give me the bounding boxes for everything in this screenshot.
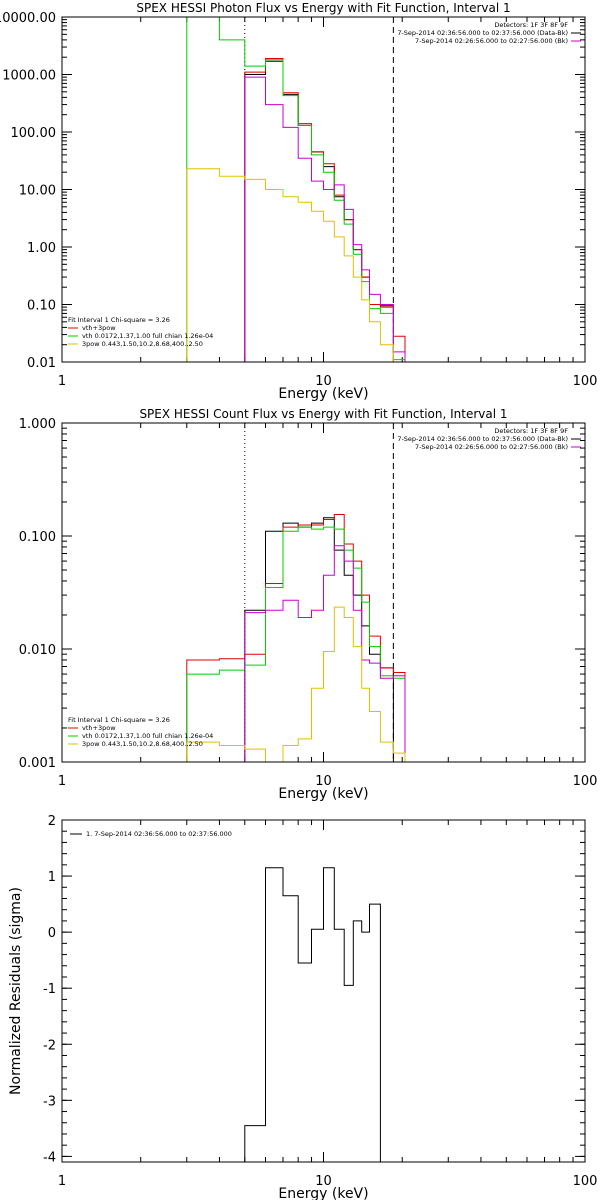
y-tick-label: 0.100 <box>19 530 56 545</box>
legend-label: 1. 7-Sep-2014 02:36:56.000 to 02:37:56.0… <box>86 830 232 838</box>
series-1-histogram <box>244 60 394 362</box>
x-tick-label: 100 <box>573 1174 598 1189</box>
series-group <box>244 867 381 1162</box>
series-group <box>186 514 406 762</box>
y-tick-label: 100.00 <box>11 126 57 141</box>
legend-label: vth 0.0172,1.37,1.00 full chian 1.26e-04 <box>82 732 213 740</box>
y-tick-label: 0.01 <box>27 356 56 371</box>
legend-label: 3pow 0.443,1.50,10.2,8.68,400.,2.50 <box>82 340 203 348</box>
y-tick-label: -3 <box>43 1094 56 1109</box>
y-tick-label: 2 <box>48 814 56 829</box>
info-text: Detectors: 1F 3F 8F 9F <box>494 427 568 435</box>
x-tick-label: 10 <box>315 374 332 389</box>
legend-label: vth+3pow <box>82 724 116 732</box>
info-text: 7-Sep-2014 02:26:56.000 to 02:27:56.000 … <box>415 443 568 451</box>
series-1-histogram <box>244 517 394 762</box>
info-text: Detectors: 1F 3F 8F 9F <box>494 21 568 29</box>
y-tick-label: 0.10 <box>27 299 56 314</box>
y-axis-label: Normalized Residuals (sigma) <box>8 887 24 1095</box>
series-5-histogram <box>186 168 406 362</box>
x-tick-label: 10 <box>315 1174 332 1189</box>
series-4-histogram <box>244 76 406 362</box>
x-axis-label: Energy (keV) <box>278 1186 368 1200</box>
legend-label: vth+3pow <box>82 324 116 332</box>
legend-title: Fit Interval 1 Chi-square = 3.26 <box>68 716 170 724</box>
series-3-histogram <box>186 17 406 362</box>
info-text: 7-Sep-2014 02:26:56.000 to 02:27:56.000 … <box>415 37 568 45</box>
y-tick-label: -1 <box>43 982 56 997</box>
y-tick-label: 1.00 <box>27 241 56 256</box>
x-axis-label: Energy (keV) <box>278 386 368 402</box>
y-tick-label: -2 <box>43 1038 56 1053</box>
y-tick-label: 10000.00 <box>0 11 56 26</box>
series-1-histogram <box>244 867 381 1162</box>
info-text: 7-Sep-2014 02:36:56.000 to 02:37:56.000 … <box>397 435 568 443</box>
info-text: 7-Sep-2014 02:36:56.000 to 02:37:56.000 … <box>397 29 568 37</box>
plot-frame <box>61 819 586 1163</box>
x-tick-label: 100 <box>573 774 598 789</box>
y-tick-label: 1 <box>48 870 56 885</box>
chart-panel-2: SPEX HESSI Count Flux vs Energy with Fit… <box>19 407 598 802</box>
y-tick-label: 0.001 <box>19 756 56 771</box>
y-tick-label: 1000.00 <box>2 69 56 84</box>
x-tick-label: 1 <box>58 1174 66 1189</box>
x-axis-label: Energy (keV) <box>278 786 368 802</box>
plot-frame <box>61 422 586 763</box>
legend-label: vth 0.0172,1.37,1.00 full chian 1.26e-04 <box>82 332 213 340</box>
y-tick-label: 0 <box>48 926 56 941</box>
x-tick-label: 1 <box>58 374 66 389</box>
series-2-histogram <box>244 58 406 362</box>
x-tick-label: 10 <box>315 774 332 789</box>
x-tick-label: 100 <box>573 374 598 389</box>
series-4-histogram <box>244 545 406 762</box>
legend-title: Fit Interval 1 Chi-square = 3.26 <box>68 316 170 324</box>
series-5-histogram <box>186 606 406 762</box>
y-tick-label: 0.010 <box>19 643 56 658</box>
chart-panel-1: SPEX HESSI Photon Flux vs Energy with Fi… <box>0 1 598 402</box>
y-tick-label: -4 <box>43 1150 56 1165</box>
series-group <box>186 17 406 362</box>
chart-title: SPEX HESSI Count Flux vs Energy with Fit… <box>139 407 507 421</box>
y-tick-label: 10.00 <box>19 184 56 199</box>
y-tick-label: 1.000 <box>19 417 56 432</box>
chart-title: SPEX HESSI Photon Flux vs Energy with Fi… <box>136 1 510 15</box>
x-tick-label: 1 <box>58 774 66 789</box>
plot-frame <box>61 16 586 363</box>
series-3-histogram <box>186 526 406 762</box>
legend-label: 3pow 0.443,1.50,10.2,8.68,400.,2.50 <box>82 740 203 748</box>
